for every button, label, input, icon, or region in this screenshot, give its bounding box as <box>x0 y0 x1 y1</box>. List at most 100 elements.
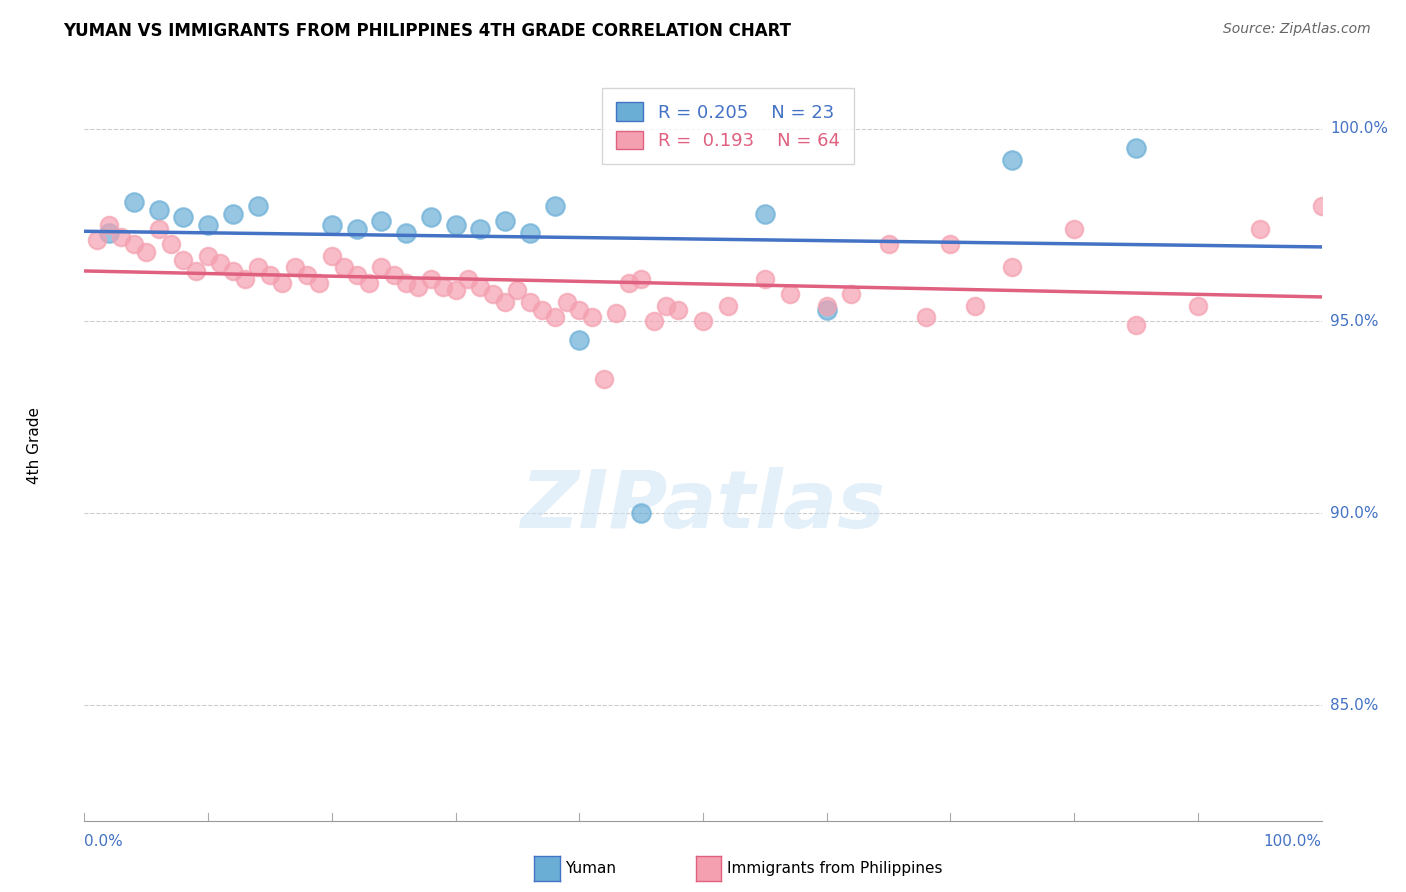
Point <box>605 306 627 320</box>
Text: Immigrants from Philippines: Immigrants from Philippines <box>727 862 942 876</box>
Point <box>1063 222 1085 236</box>
Point <box>914 310 936 325</box>
Text: Yuman: Yuman <box>565 862 616 876</box>
Point <box>98 218 121 232</box>
Point <box>184 264 207 278</box>
Text: 4th Grade: 4th Grade <box>27 408 42 484</box>
Point <box>1001 153 1024 167</box>
Point <box>308 276 330 290</box>
Point <box>370 214 392 228</box>
Point <box>172 211 194 225</box>
Point <box>135 244 157 259</box>
Point <box>655 299 678 313</box>
Point <box>197 249 219 263</box>
Point <box>222 206 245 220</box>
Point <box>321 218 343 232</box>
Point <box>481 287 503 301</box>
Point <box>233 272 256 286</box>
Point <box>382 268 405 282</box>
Point <box>754 206 776 220</box>
Point <box>815 299 838 313</box>
Point <box>1249 222 1271 236</box>
Point <box>1125 141 1147 155</box>
Point <box>346 222 368 236</box>
Point <box>568 302 591 317</box>
Point <box>939 237 962 252</box>
Point <box>841 287 863 301</box>
Point <box>519 226 541 240</box>
Point <box>630 272 652 286</box>
Point <box>110 229 132 244</box>
Point <box>815 302 838 317</box>
Point <box>617 276 640 290</box>
Point <box>543 199 565 213</box>
Point <box>1310 199 1333 213</box>
Point <box>1125 318 1147 332</box>
Point <box>965 299 987 313</box>
Point <box>419 272 441 286</box>
Point <box>222 264 245 278</box>
Text: Source: ZipAtlas.com: Source: ZipAtlas.com <box>1223 22 1371 37</box>
Point <box>86 234 108 248</box>
Point <box>346 268 368 282</box>
Point <box>643 314 665 328</box>
Point <box>295 268 318 282</box>
Point <box>209 256 232 270</box>
Point <box>419 211 441 225</box>
Point <box>98 226 121 240</box>
Point <box>568 334 591 348</box>
Point <box>271 276 294 290</box>
Point <box>494 294 516 309</box>
Point <box>555 294 578 309</box>
Point <box>470 279 492 293</box>
Point <box>444 284 467 298</box>
Text: 100.0%: 100.0% <box>1264 834 1322 849</box>
Point <box>470 222 492 236</box>
Point <box>148 222 170 236</box>
Point <box>246 260 269 275</box>
Point <box>581 310 603 325</box>
Point <box>543 310 565 325</box>
Point <box>122 194 145 209</box>
Point <box>432 279 454 293</box>
Point <box>395 226 418 240</box>
Point <box>197 218 219 232</box>
Point <box>408 279 430 293</box>
Point <box>630 506 652 520</box>
Point <box>1001 260 1024 275</box>
Legend: R = 0.205    N = 23, R =  0.193    N = 64: R = 0.205 N = 23, R = 0.193 N = 64 <box>602 88 853 164</box>
Point <box>593 372 616 386</box>
Point <box>246 199 269 213</box>
Point <box>779 287 801 301</box>
Text: ZIPatlas: ZIPatlas <box>520 467 886 545</box>
Point <box>754 272 776 286</box>
Point <box>666 302 689 317</box>
Point <box>259 268 281 282</box>
Point <box>172 252 194 267</box>
Point <box>494 214 516 228</box>
Point <box>333 260 356 275</box>
Text: 100.0%: 100.0% <box>1330 121 1388 136</box>
Point <box>370 260 392 275</box>
Text: 0.0%: 0.0% <box>84 834 124 849</box>
Text: 90.0%: 90.0% <box>1330 506 1378 521</box>
Point <box>321 249 343 263</box>
Point <box>395 276 418 290</box>
Text: 95.0%: 95.0% <box>1330 314 1378 328</box>
Point <box>506 284 529 298</box>
Point <box>531 302 554 317</box>
Text: 85.0%: 85.0% <box>1330 698 1378 713</box>
Point <box>1187 299 1209 313</box>
Point <box>457 272 479 286</box>
Point <box>877 237 900 252</box>
Text: YUMAN VS IMMIGRANTS FROM PHILIPPINES 4TH GRADE CORRELATION CHART: YUMAN VS IMMIGRANTS FROM PHILIPPINES 4TH… <box>63 22 792 40</box>
Point <box>444 218 467 232</box>
Point <box>148 202 170 217</box>
Point <box>284 260 307 275</box>
Point <box>692 314 714 328</box>
Point <box>357 276 380 290</box>
Point <box>717 299 740 313</box>
Point <box>122 237 145 252</box>
Point <box>519 294 541 309</box>
Point <box>160 237 183 252</box>
